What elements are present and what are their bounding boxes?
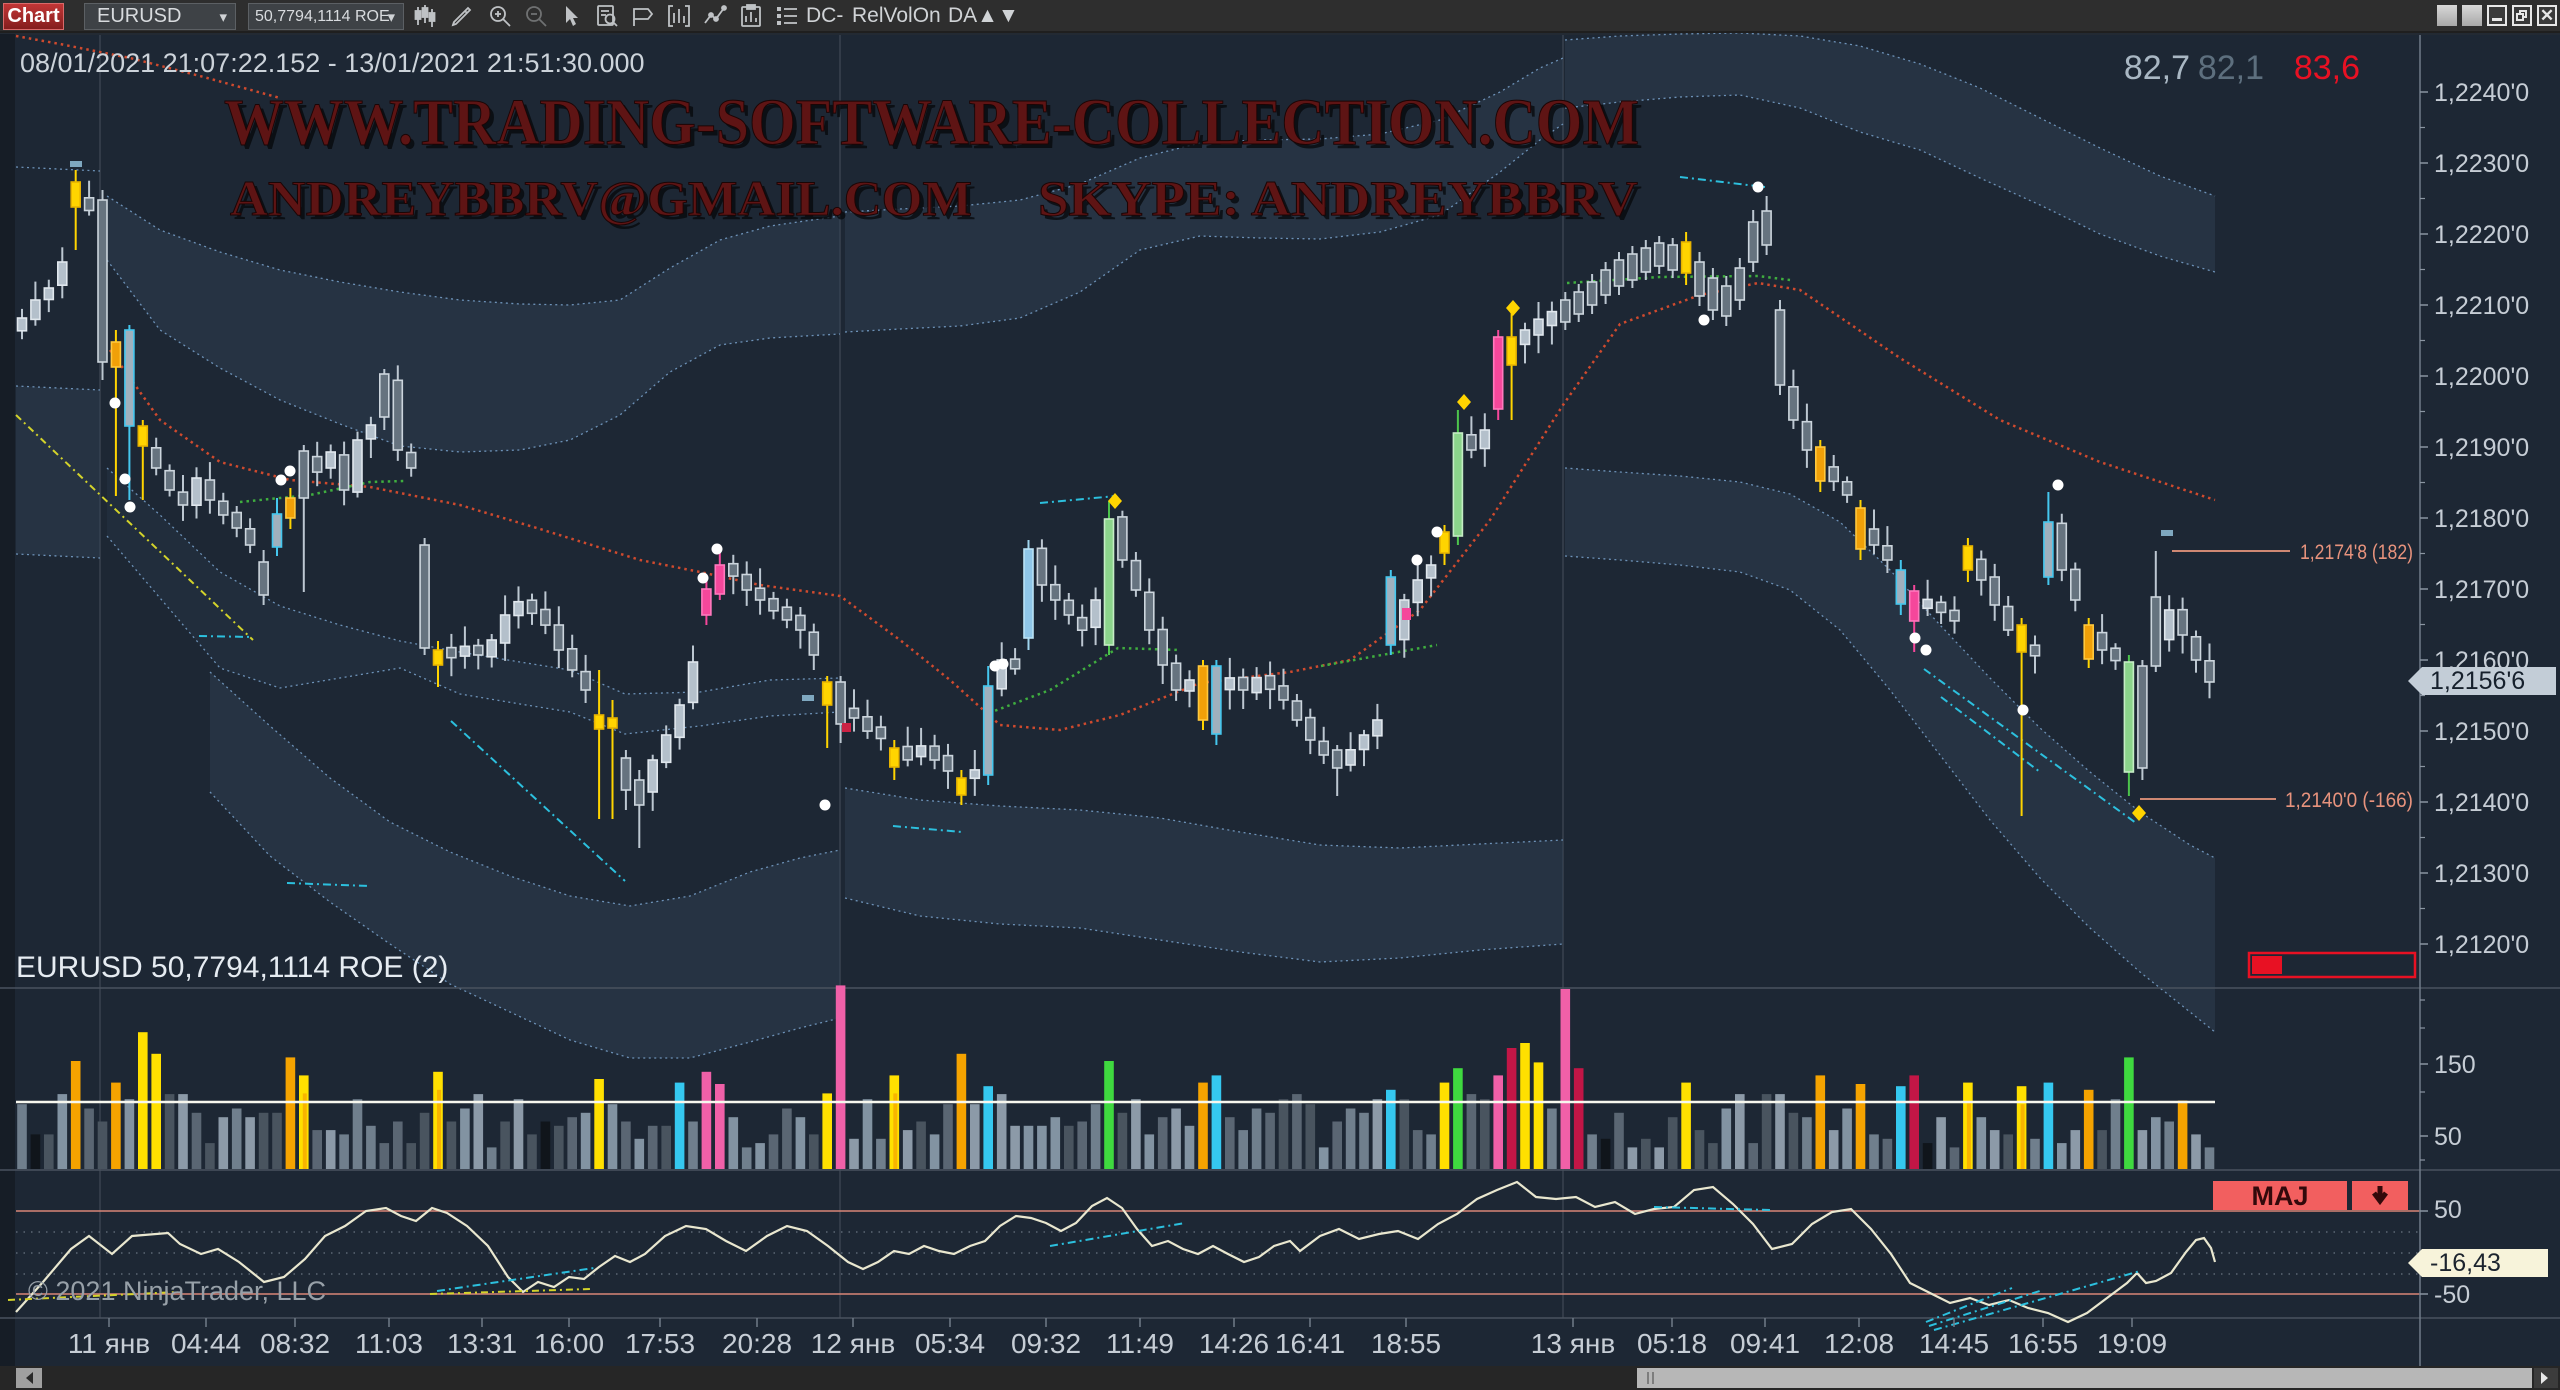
svg-text:1,2150'0: 1,2150'0: [2434, 718, 2529, 746]
svg-text:150: 150: [2434, 1051, 2476, 1079]
svg-text:ANDREYBBRV@GMAIL.COM: ANDREYBBRV@GMAIL.COM: [234, 174, 976, 230]
svg-text:WWW.TRADING-SOFTWARE-COLLECTIO: WWW.TRADING-SOFTWARE-COLLECTION.COM: [224, 86, 1639, 159]
svg-text:1,2156'6: 1,2156'6: [2430, 667, 2525, 695]
svg-text:04:44: 04:44: [171, 1328, 241, 1359]
svg-text:09:32: 09:32: [1011, 1328, 1081, 1359]
svg-text:1,2230'0: 1,2230'0: [2434, 150, 2529, 178]
svg-text:1,2130'0: 1,2130'0: [2434, 860, 2529, 888]
svg-text:17:53: 17:53: [625, 1328, 695, 1359]
svg-text:© 2021 NinjaTrader, LLC: © 2021 NinjaTrader, LLC: [28, 1276, 326, 1306]
svg-text:WWW.TRADING-SOFTWARE-COLLECTIO: WWW.TRADING-SOFTWARE-COLLECTION.COM: [228, 90, 1643, 163]
svg-text:50: 50: [2434, 1196, 2462, 1224]
svg-text:12:08: 12:08: [1824, 1328, 1894, 1359]
svg-text:1,2220'0: 1,2220'0: [2434, 221, 2529, 249]
svg-text:EURUSD 50,7794,1114 ROE (2): EURUSD 50,7794,1114 ROE (2): [16, 951, 448, 984]
svg-text:1,2174'8 (182): 1,2174'8 (182): [2300, 541, 2413, 564]
svg-text:1,2180'0: 1,2180'0: [2434, 505, 2529, 533]
svg-text:1,2120'0: 1,2120'0: [2434, 931, 2529, 959]
svg-text:1,2170'0: 1,2170'0: [2434, 576, 2529, 604]
svg-text:1,2190'0: 1,2190'0: [2434, 434, 2529, 462]
svg-text:05:18: 05:18: [1637, 1328, 1707, 1359]
svg-text:11 янв: 11 янв: [68, 1328, 150, 1359]
svg-text:16:00: 16:00: [534, 1328, 604, 1359]
svg-text:1,2140'0: 1,2140'0: [2434, 789, 2529, 817]
svg-text:19:09: 19:09: [2097, 1328, 2167, 1359]
svg-text:12 янв: 12 янв: [811, 1328, 895, 1359]
svg-text:1,2140'0 (-166): 1,2140'0 (-166): [2285, 789, 2413, 812]
svg-text:ANDREYBBRV@GMAIL.COM: ANDREYBBRV@GMAIL.COM: [230, 170, 972, 226]
svg-text:14:45: 14:45: [1919, 1328, 1989, 1359]
svg-text:1,2240'0: 1,2240'0: [2434, 79, 2529, 107]
svg-text:82,7: 82,7: [2124, 49, 2190, 87]
svg-text:09:41: 09:41: [1730, 1328, 1800, 1359]
svg-text:08:32: 08:32: [260, 1328, 330, 1359]
svg-text:-16,43: -16,43: [2430, 1249, 2501, 1277]
svg-text:13:31: 13:31: [447, 1328, 517, 1359]
svg-text:20:28: 20:28: [722, 1328, 792, 1359]
svg-text:14:26: 14:26: [1199, 1328, 1269, 1359]
svg-text:-50: -50: [2434, 1281, 2470, 1309]
svg-text:11:03: 11:03: [355, 1328, 423, 1359]
svg-text:50: 50: [2434, 1123, 2462, 1151]
svg-text:83,6: 83,6: [2294, 49, 2360, 87]
svg-text:16:41: 16:41: [1275, 1328, 1345, 1359]
svg-text:MAJ: MAJ: [2251, 1181, 2308, 1211]
svg-text:1,2210'0: 1,2210'0: [2434, 292, 2529, 320]
svg-text:1,2200'0: 1,2200'0: [2434, 363, 2529, 391]
svg-text:SKYPE: ANDREYBBRV: SKYPE: ANDREYBBRV: [1042, 174, 1642, 230]
svg-text:11:49: 11:49: [1106, 1328, 1174, 1359]
svg-text:SKYPE: ANDREYBBRV: SKYPE: ANDREYBBRV: [1038, 170, 1638, 226]
svg-text:08/01/2021 21:07:22.152 - 13/0: 08/01/2021 21:07:22.152 - 13/01/2021 21:…: [20, 48, 645, 78]
svg-text:18:55: 18:55: [1371, 1328, 1441, 1359]
svg-text:16:55: 16:55: [2008, 1328, 2078, 1359]
svg-text:82,1: 82,1: [2198, 49, 2264, 87]
svg-text:13 янв: 13 янв: [1531, 1328, 1615, 1359]
svg-text:05:34: 05:34: [915, 1328, 985, 1359]
